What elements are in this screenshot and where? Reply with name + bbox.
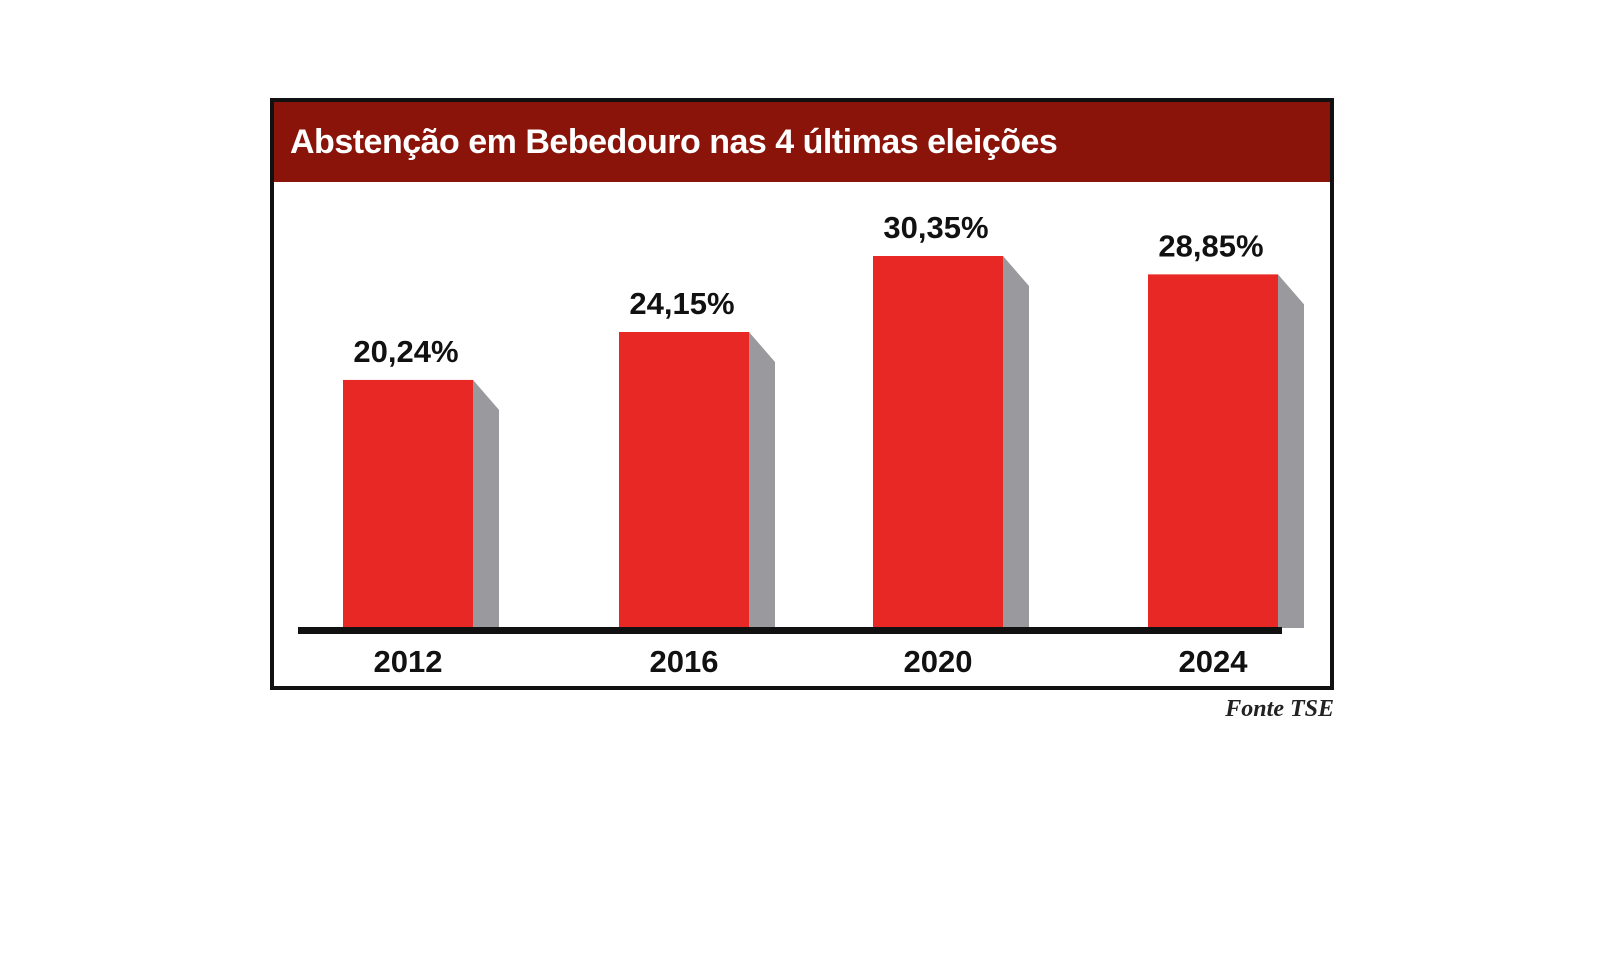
- source-note: Fonte TSE: [1225, 696, 1334, 722]
- bar-side-2020: [1003, 256, 1029, 628]
- value-label-2012: 20,24%: [353, 334, 458, 369]
- value-label-2016: 24,15%: [629, 286, 734, 321]
- chart-frame: Abstenção em Bebedouro nas 4 últimas ele…: [270, 98, 1334, 690]
- bar-2016: [619, 331, 749, 628]
- category-label-2012: 2012: [374, 644, 443, 679]
- category-label-2016: 2016: [650, 644, 719, 679]
- x-axis-baseline: [298, 627, 1282, 634]
- value-label-2020: 30,35%: [883, 210, 988, 245]
- bar-side-2012: [473, 379, 499, 628]
- bar-side-2016: [749, 331, 775, 628]
- category-label-2020: 2020: [904, 644, 973, 679]
- value-label-2024: 28,85%: [1158, 228, 1263, 263]
- category-label-2024: 2024: [1179, 644, 1249, 679]
- title-banner: Abstenção em Bebedouro nas 4 últimas ele…: [274, 102, 1330, 182]
- bar-2024: [1148, 274, 1278, 628]
- bar-2020: [873, 256, 1003, 628]
- bar-side-2024: [1278, 274, 1304, 628]
- bar-2012: [343, 379, 473, 628]
- chart-title: Abstenção em Bebedouro nas 4 últimas ele…: [290, 122, 1058, 161]
- bar-chart: 20,24% 2012 24,15% 2016 30,35% 2020 28,85% 2024: [298, 210, 1304, 679]
